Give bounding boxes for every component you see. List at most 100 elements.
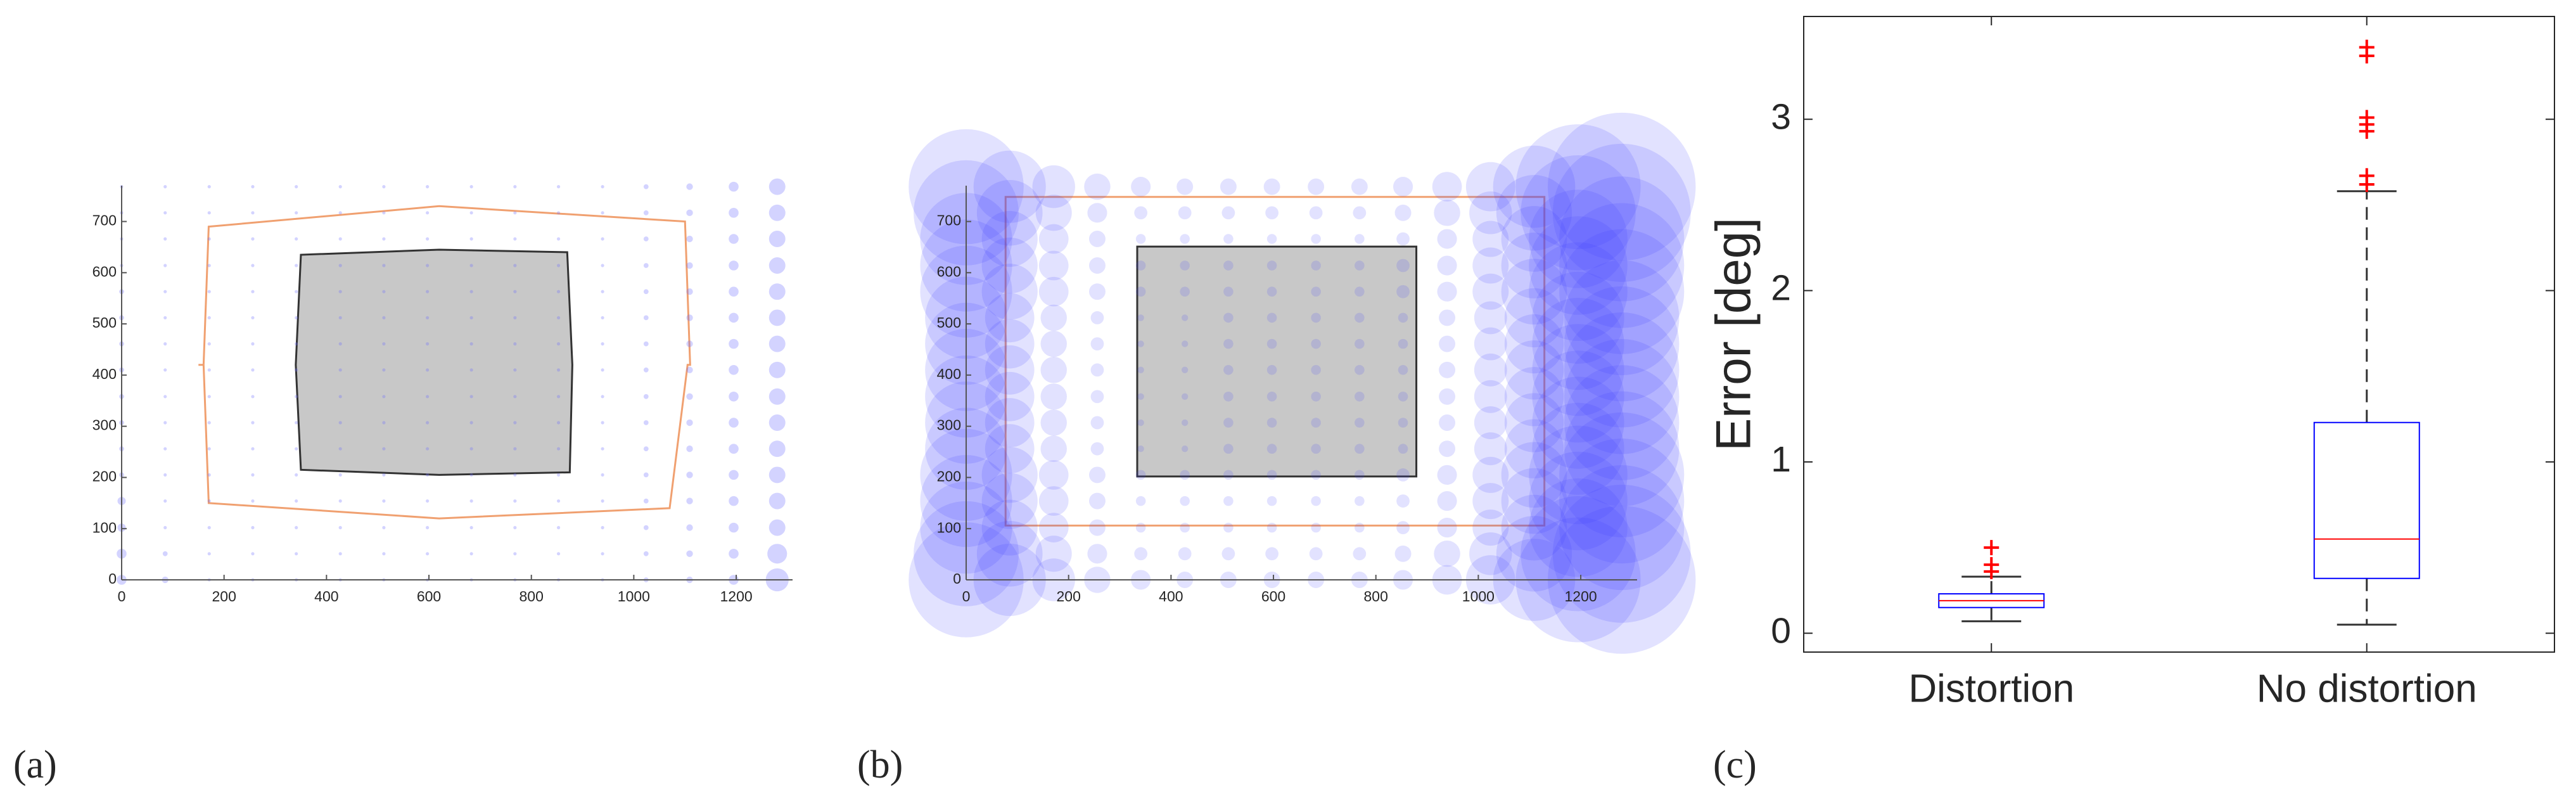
point bbox=[207, 499, 211, 503]
outlier bbox=[2359, 39, 2375, 55]
point bbox=[1223, 392, 1234, 402]
point bbox=[601, 368, 604, 372]
point bbox=[295, 211, 298, 215]
outlier bbox=[1984, 557, 1999, 573]
point bbox=[1223, 286, 1234, 297]
point bbox=[729, 522, 739, 533]
point bbox=[426, 447, 430, 451]
point bbox=[643, 184, 649, 189]
plot-frame bbox=[1803, 16, 2555, 653]
point bbox=[426, 473, 430, 477]
point bbox=[1137, 419, 1144, 426]
point bbox=[1038, 486, 1069, 516]
point bbox=[1088, 492, 1106, 509]
point bbox=[1180, 496, 1190, 506]
point bbox=[513, 211, 517, 215]
point bbox=[686, 288, 693, 295]
point bbox=[1088, 231, 1106, 247]
point bbox=[1564, 312, 1680, 428]
point bbox=[1434, 200, 1460, 226]
point bbox=[1223, 338, 1234, 349]
point bbox=[556, 316, 561, 320]
point bbox=[1311, 338, 1321, 349]
x-tick-label: 1000 bbox=[1462, 588, 1495, 605]
point bbox=[1564, 365, 1680, 480]
point bbox=[1035, 535, 1072, 572]
point bbox=[513, 237, 517, 241]
point bbox=[513, 552, 517, 556]
point bbox=[295, 526, 298, 530]
point bbox=[1180, 522, 1190, 533]
point bbox=[426, 290, 430, 293]
point bbox=[686, 393, 693, 400]
point bbox=[1396, 232, 1410, 246]
point bbox=[768, 283, 786, 300]
point bbox=[686, 471, 693, 478]
point bbox=[556, 473, 561, 477]
point bbox=[338, 447, 342, 451]
y-tick-label: 100 bbox=[937, 519, 961, 535]
point bbox=[1266, 444, 1277, 454]
point bbox=[556, 290, 561, 293]
point bbox=[1223, 444, 1234, 454]
point bbox=[1311, 522, 1321, 533]
point bbox=[643, 498, 649, 504]
point bbox=[1355, 444, 1365, 454]
point bbox=[729, 181, 739, 192]
point bbox=[426, 526, 430, 530]
point bbox=[1474, 353, 1507, 387]
point bbox=[973, 150, 1046, 223]
point bbox=[295, 316, 298, 320]
point bbox=[1181, 419, 1189, 426]
point bbox=[1501, 442, 1567, 508]
point bbox=[1532, 298, 1624, 390]
point bbox=[1472, 273, 1509, 310]
point bbox=[1135, 470, 1146, 480]
point bbox=[643, 394, 649, 399]
point bbox=[469, 316, 473, 320]
point bbox=[768, 492, 786, 509]
point bbox=[1088, 519, 1106, 536]
point bbox=[1090, 442, 1104, 456]
point bbox=[1135, 496, 1146, 506]
point bbox=[469, 447, 473, 451]
y-tick-label: 3 bbox=[1771, 96, 1791, 137]
point bbox=[1135, 234, 1146, 244]
point bbox=[768, 414, 786, 431]
point bbox=[1131, 177, 1151, 197]
point bbox=[251, 421, 255, 425]
point bbox=[295, 237, 298, 241]
point bbox=[1532, 324, 1624, 416]
point bbox=[251, 368, 255, 372]
point bbox=[1398, 312, 1408, 323]
point bbox=[382, 447, 386, 451]
point bbox=[338, 552, 342, 556]
point bbox=[643, 210, 649, 215]
point bbox=[1559, 412, 1685, 537]
x-tick-label: 400 bbox=[314, 588, 338, 605]
point bbox=[1353, 206, 1367, 220]
point bbox=[207, 368, 211, 372]
point bbox=[686, 419, 693, 426]
point bbox=[426, 499, 430, 503]
point bbox=[981, 264, 1038, 320]
point bbox=[207, 526, 211, 530]
point bbox=[426, 421, 430, 425]
point bbox=[1266, 470, 1277, 480]
point bbox=[768, 519, 786, 536]
point bbox=[976, 179, 1043, 246]
point bbox=[1038, 224, 1069, 254]
point bbox=[1355, 496, 1365, 506]
point bbox=[981, 210, 1038, 267]
point bbox=[729, 496, 739, 506]
point bbox=[1134, 547, 1148, 561]
point bbox=[163, 395, 167, 399]
point bbox=[601, 290, 604, 293]
y-tick-label: 300 bbox=[937, 417, 961, 433]
point bbox=[1266, 312, 1277, 323]
point bbox=[469, 552, 473, 556]
outlier bbox=[2359, 168, 2375, 184]
point bbox=[295, 395, 298, 399]
point bbox=[1496, 175, 1572, 251]
point bbox=[1265, 547, 1278, 561]
